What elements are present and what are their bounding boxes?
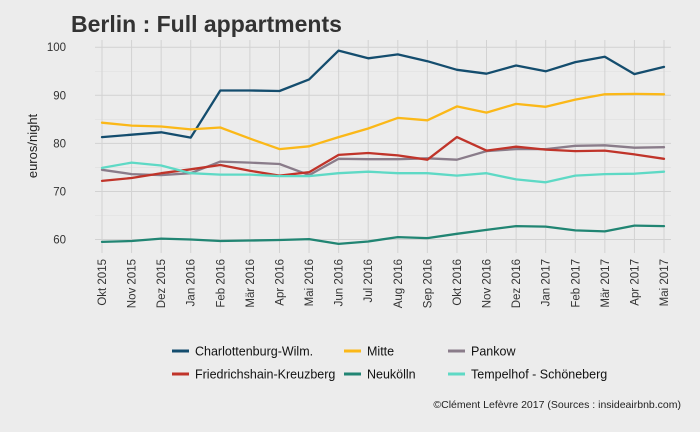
y-tick-label: 60 — [53, 235, 66, 247]
x-tick-label: Okt 2015 — [97, 259, 109, 306]
x-tick-label: Sep 2016 — [422, 259, 434, 308]
legend: Charlottenburg-Wilm. Mitte Pankow Friedrich… — [172, 345, 607, 382]
x-tick-label: Mär 2017 — [600, 259, 612, 308]
series-lines — [100, 49, 666, 246]
x-tick-label: Apr 2016 — [274, 259, 286, 306]
y-axis-label: euros/night — [25, 113, 40, 178]
legend-item: Neukölln — [344, 368, 416, 382]
legend-label: Tempelhof - Schöneberg — [471, 368, 607, 382]
legend-item: Tempelhof - Schöneberg — [448, 368, 607, 382]
legend-item: Charlottenburg-Wilm. — [172, 345, 313, 359]
y-tick-label: 100 — [47, 42, 66, 54]
legend-label: Friedrichshain-Kreuzberg — [195, 368, 335, 382]
series-line — [100, 135, 666, 183]
y-tick-label: 70 — [53, 186, 66, 198]
gridlines — [95, 40, 671, 253]
y-axis-ticks: 60 70 80 90 100 — [47, 42, 66, 246]
series-line — [100, 144, 666, 177]
x-tick-label: Mai 2016 — [304, 259, 316, 306]
x-tick-label: Jan 2017 — [541, 259, 553, 306]
legend-label: Mitte — [367, 345, 394, 359]
x-tick-label: Jul 2016 — [363, 259, 375, 302]
x-tick-label: Dez 2016 — [511, 259, 523, 308]
x-tick-label: Feb 2017 — [570, 259, 582, 308]
x-tick-label: Feb 2016 — [215, 259, 227, 308]
x-tick-label: Okt 2016 — [452, 259, 464, 306]
legend-item: Friedrichshain-Kreuzberg — [172, 368, 335, 382]
series-line — [100, 161, 666, 184]
series-line — [100, 224, 666, 246]
y-tick-label: 90 — [53, 90, 66, 102]
series-line — [100, 92, 666, 151]
x-tick-label: Nov 2016 — [482, 259, 494, 308]
legend-item: Mitte — [344, 345, 394, 359]
x-tick-label: Dez 2015 — [156, 259, 168, 308]
x-axis-ticks: Okt 2015 Nov 2015 Dez 2015 Jan 2016 Feb 2016… — [97, 259, 671, 308]
y-tick-label: 80 — [53, 138, 66, 150]
legend-label: Pankow — [471, 345, 516, 359]
source-caption: ©Clément Lefèvre 2017 (Sources : insidea… — [433, 399, 681, 411]
x-tick-label: Apr 2017 — [629, 259, 641, 306]
legend-item: Pankow — [448, 345, 516, 359]
x-tick-label: Mai 2017 — [659, 259, 671, 306]
x-tick-label: Jun 2016 — [334, 259, 346, 306]
x-tick-label: Jan 2016 — [186, 259, 198, 306]
legend-label: Neukölln — [367, 368, 416, 382]
chart-title: Berlin : Full appartments — [71, 11, 342, 37]
x-tick-label: Nov 2015 — [127, 259, 139, 308]
x-tick-label: Aug 2016 — [393, 259, 405, 308]
legend-label: Charlottenburg-Wilm. — [195, 345, 313, 359]
x-tick-label: Mär 2016 — [245, 259, 257, 308]
